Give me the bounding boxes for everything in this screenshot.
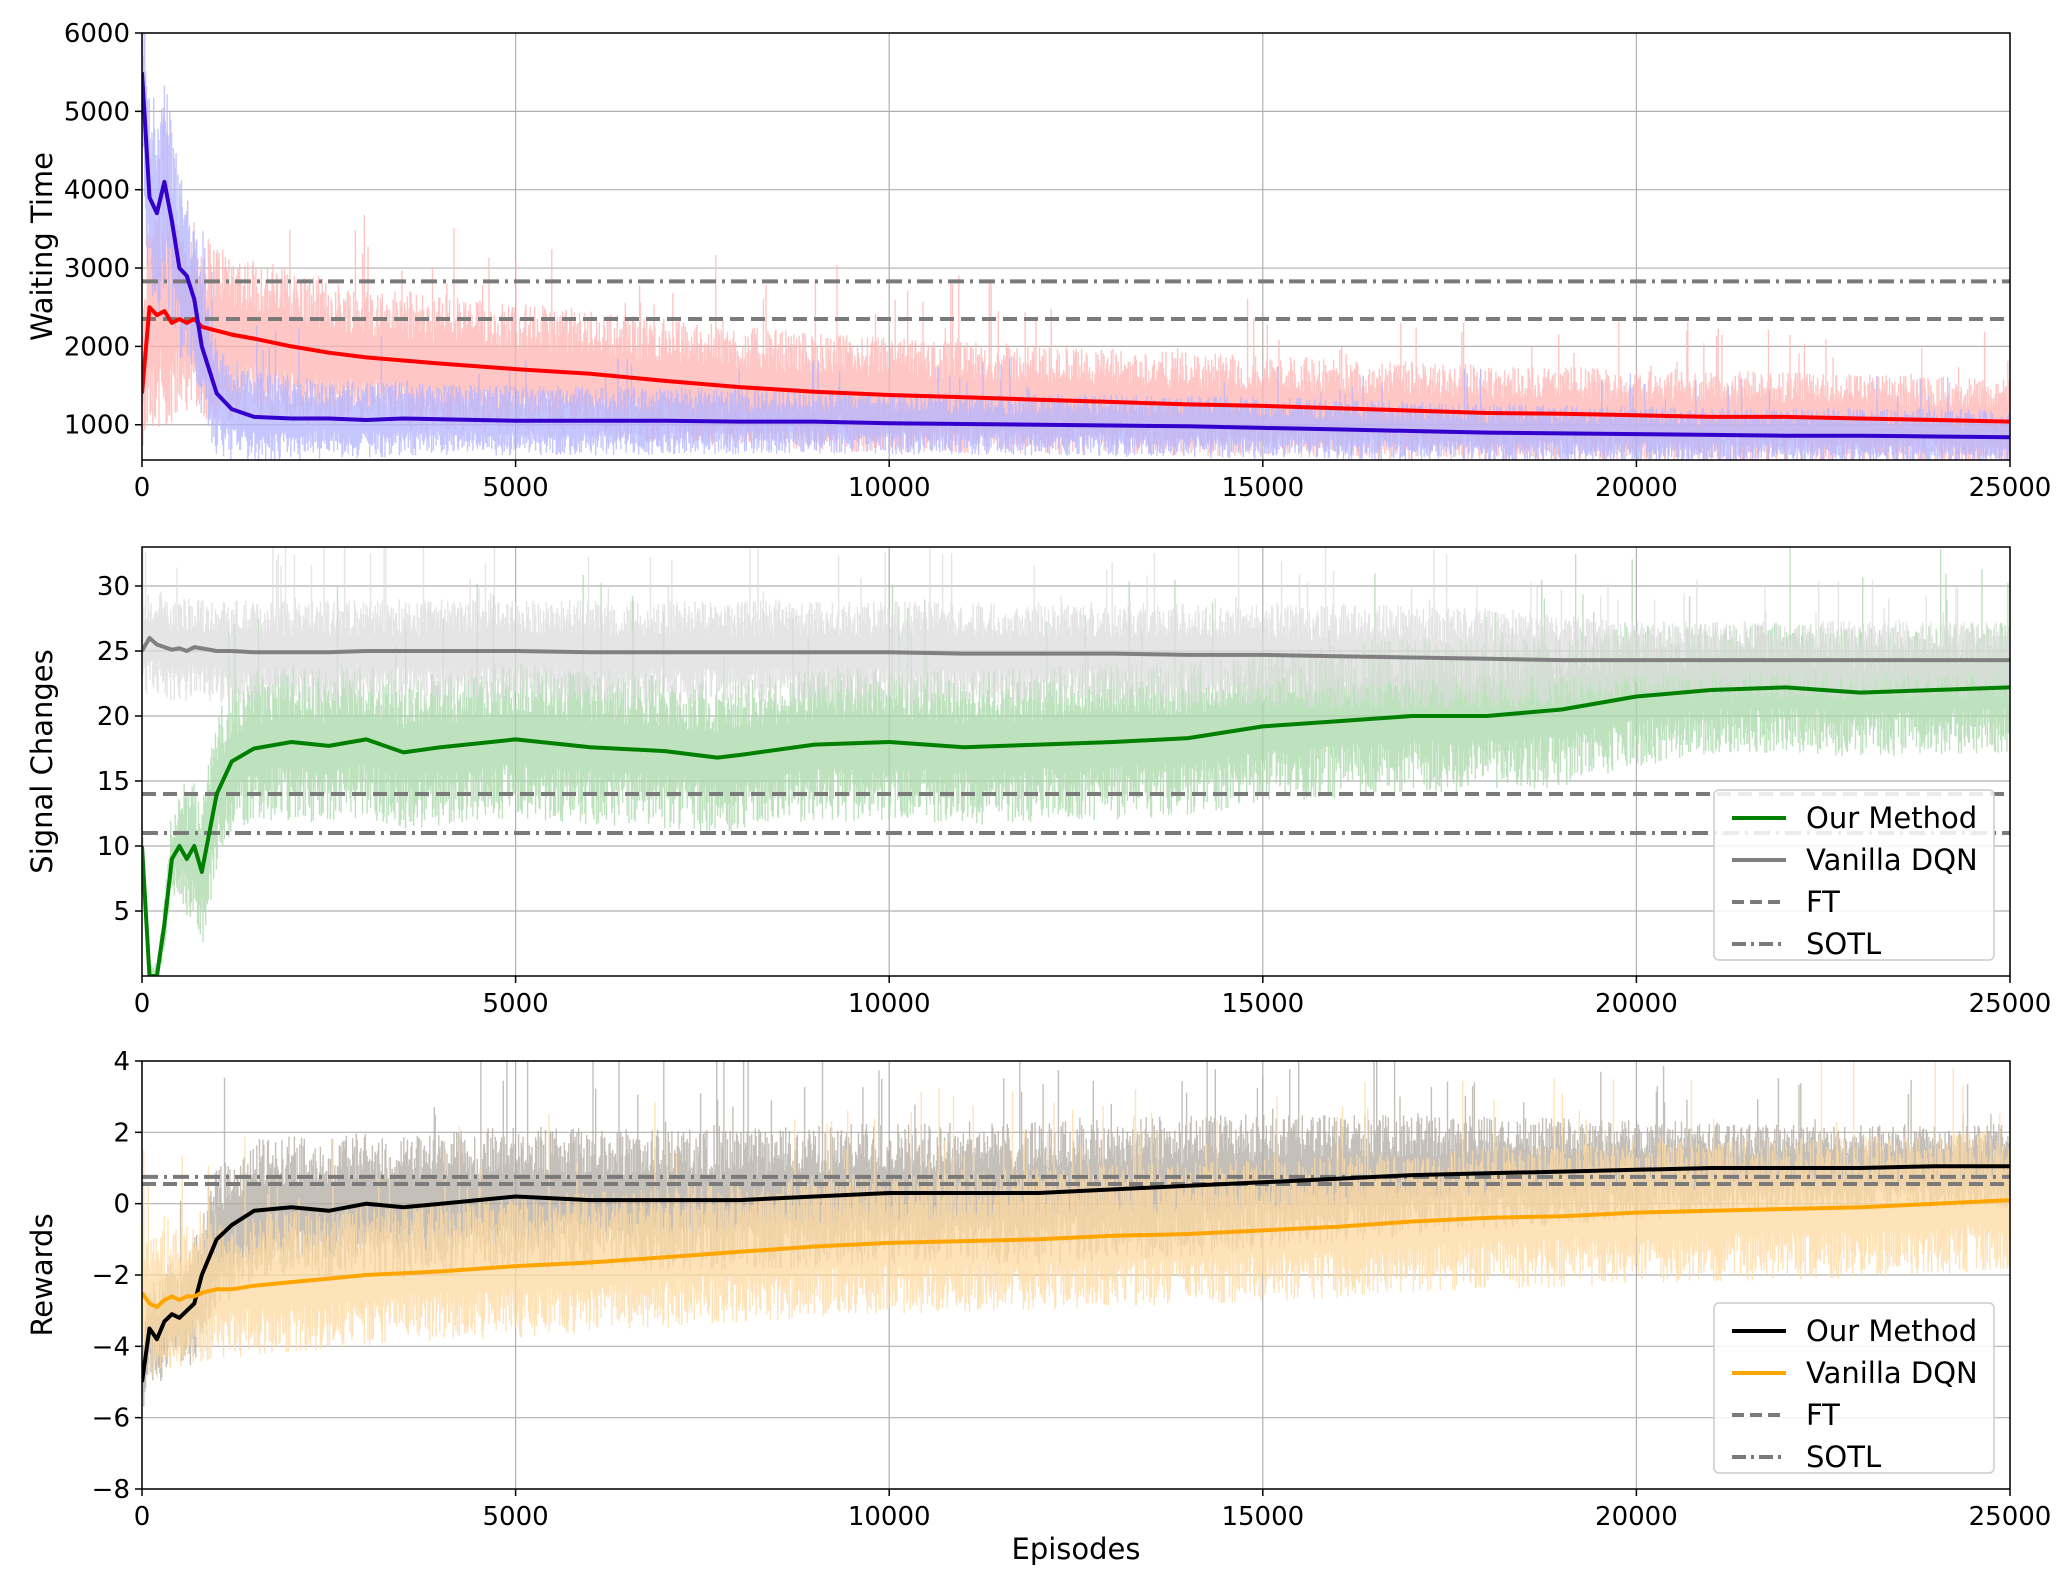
series-line-2 — [142, 1198, 2010, 1310]
y-tick-label: −4 — [92, 1332, 130, 1362]
legend-box — [1713, 789, 1995, 961]
y-tick-label: 1000 — [64, 411, 130, 441]
axes-frame — [141, 546, 2011, 977]
x-axis-label: Episodes — [1012, 1532, 1141, 1566]
plot-area — [142, 1061, 2010, 1407]
panel-3: 0 5000 10000 15000 20000 25000 −8 −6 −4 −2 0 2 4 Rewa… — [25, 1047, 2052, 1566]
x-tick-label: 0 — [134, 1502, 151, 1532]
y-tick-label: 6000 — [64, 19, 130, 49]
y-axis-label: Signal Changes — [25, 649, 59, 873]
series-line-2 — [142, 636, 2010, 663]
x-tick-label: 10000 — [848, 1502, 931, 1532]
x-tick-label: 20000 — [1595, 989, 1678, 1019]
legend-label: Vanilla DQN — [1806, 843, 1978, 877]
x-tick-label: 15000 — [1221, 989, 1304, 1019]
series-line-1 — [142, 685, 2010, 976]
series-line-2 — [142, 72, 2010, 440]
y-tick-label: −6 — [92, 1404, 130, 1434]
y-tick-label: 2 — [113, 1118, 130, 1148]
y-tick-label: 25 — [97, 637, 130, 667]
x-tick-label: 5000 — [483, 473, 549, 503]
y-tick-label: 3000 — [64, 254, 130, 284]
y-tick-label: 20 — [97, 702, 130, 732]
legend-label: SOTL — [1806, 1440, 1881, 1474]
series-line-1 — [142, 1164, 2010, 1383]
panel-1: 0 5000 10000 15000 20000 25000 1000 2000 3000 400… — [25, 19, 2052, 503]
y-tick-label: 5 — [113, 897, 130, 927]
x-tick-label: 5000 — [483, 1502, 549, 1532]
legend: Our Method Vanilla DQN FT SOTL — [1713, 789, 1995, 961]
y-tick-label: 2000 — [64, 332, 130, 362]
legend: Our Method Vanilla DQN FT SOTL — [1713, 1302, 1995, 1474]
axes-frame — [141, 32, 2011, 461]
y-axis-label: Waiting Time — [25, 152, 59, 341]
x-tick-label: 25000 — [1969, 473, 2052, 503]
legend-label: Our Method — [1806, 1314, 1977, 1348]
y-tick-label: 0 — [113, 1190, 130, 1220]
x-tick-label: 15000 — [1221, 473, 1304, 503]
x-tick-label: 25000 — [1969, 989, 2052, 1019]
y-tick-label: −8 — [92, 1475, 130, 1505]
legend-label: SOTL — [1806, 927, 1881, 961]
y-tick-label: 4 — [113, 1047, 130, 1077]
legend-label: Vanilla DQN — [1806, 1356, 1978, 1390]
y-tick-label: 5000 — [64, 97, 130, 127]
x-tick-label: 20000 — [1595, 473, 1678, 503]
plot-area — [142, 547, 2010, 976]
x-tick-label: 15000 — [1221, 1502, 1304, 1532]
y-axis-label: Rewards — [25, 1213, 59, 1336]
y-tick-label: 4000 — [64, 176, 130, 206]
panel-2: 0 5000 10000 15000 20000 25000 5 10 15 20 25 30 Sign… — [25, 546, 2052, 1019]
legend-label: Our Method — [1806, 801, 1977, 835]
x-tick-label: 10000 — [848, 989, 931, 1019]
x-tick-label: 0 — [134, 989, 151, 1019]
legend-label: FT — [1806, 885, 1840, 919]
legend-label: FT — [1806, 1398, 1840, 1432]
y-tick-label: −2 — [92, 1261, 130, 1291]
plot-area — [142, 33, 2010, 460]
series-line-1 — [142, 305, 2010, 424]
x-tick-label: 5000 — [483, 989, 549, 1019]
x-tick-label: 10000 — [848, 473, 931, 503]
y-tick-label: 30 — [97, 572, 130, 602]
x-tick-label: 20000 — [1595, 1502, 1678, 1532]
x-tick-label: 0 — [134, 473, 151, 503]
y-tick-label: 15 — [97, 767, 130, 797]
x-tick-label: 25000 — [1969, 1502, 2052, 1532]
legend-box — [1713, 1302, 1995, 1474]
y-tick-label: 10 — [97, 832, 130, 862]
